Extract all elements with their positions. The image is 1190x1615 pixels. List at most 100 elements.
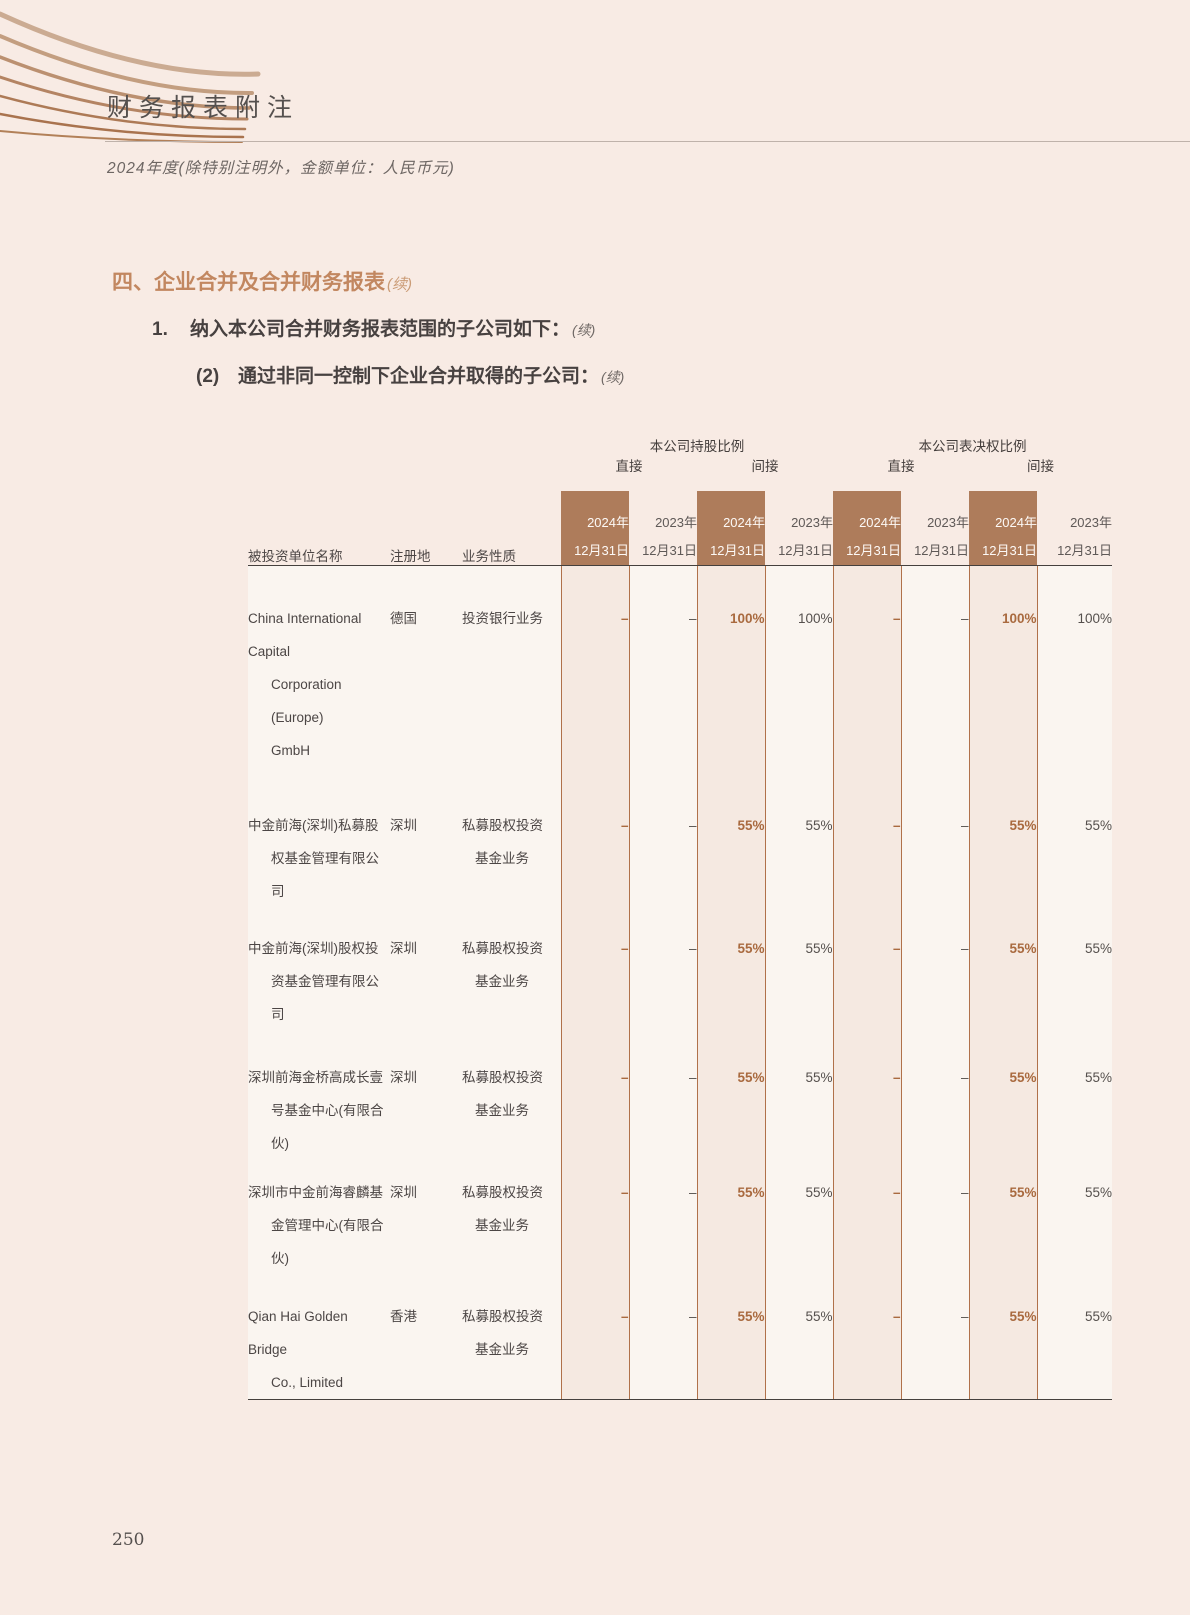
value-cell: 55% bbox=[1084, 940, 1112, 956]
registration-place: 深圳 bbox=[390, 1184, 417, 1200]
value-cell: 100% bbox=[968, 565, 1038, 767]
subheader-indirect: 间接 bbox=[751, 459, 779, 474]
subsection-heading: 1. 纳入本公司合并财务报表范围的子公司如下： (续) bbox=[152, 314, 595, 341]
value-cell: 100% bbox=[797, 610, 833, 626]
value-cell: – bbox=[832, 1165, 902, 1292]
value-cell: 55% bbox=[805, 817, 833, 833]
page-number: 250 bbox=[112, 1530, 145, 1550]
value-cell: 55% bbox=[968, 907, 1038, 1031]
col-header-investee: 被投资单位名称 bbox=[248, 491, 390, 566]
registration-place: 香港 bbox=[390, 1291, 462, 1400]
group-header-voting: 本公司表决权比例 bbox=[918, 439, 1027, 454]
value-cell: – bbox=[560, 907, 630, 1031]
registration-place: 深圳 bbox=[390, 1069, 417, 1085]
section-heading-continued: (续) bbox=[387, 276, 412, 293]
investee-name: China International Capital Corporation (… bbox=[248, 610, 362, 758]
value-cell: – bbox=[832, 907, 902, 1031]
value-cell: – bbox=[688, 1069, 697, 1085]
col-header-business: 业务性质 bbox=[462, 491, 561, 566]
value-cell: – bbox=[832, 1030, 902, 1166]
item-heading: (2) 通过非同一控制下企业合并取得的子公司： (续) bbox=[196, 361, 624, 388]
investee-name: 中金前海(深圳)私募股 权基金管理有限公司 bbox=[248, 817, 379, 899]
value-cell: 55% bbox=[696, 766, 766, 908]
date-header-2023: 2023年 12月31日 bbox=[629, 491, 697, 566]
registration-place: 深圳 bbox=[390, 817, 417, 833]
investee-name: 深圳前海金桥高成长壹 号基金中心(有限合 伙) bbox=[248, 1069, 384, 1151]
column-header-row: 被投资单位名称 注册地 业务性质 2024年 12月31日 2023年 12月31日… bbox=[248, 491, 1112, 566]
section-heading: 四、企业合并及合并财务报表 (续) bbox=[112, 266, 412, 296]
date-header-2023: 2023年 12月31日 bbox=[1037, 491, 1112, 566]
value-cell: – bbox=[688, 610, 697, 626]
table-row: 中金前海(深圳)私募股 权基金管理有限公司 深圳 私募股权投资 基金业务 – – 5… bbox=[248, 766, 1112, 908]
table-row: China International Capital Corporation (… bbox=[248, 565, 1112, 767]
value-cell: – bbox=[560, 1291, 630, 1400]
subheader-direct: 直接 bbox=[615, 459, 643, 474]
value-cell: 55% bbox=[1084, 1069, 1112, 1085]
value-cell: 100% bbox=[696, 565, 766, 767]
date-header-2024: 2024年 12月31日 bbox=[561, 491, 629, 566]
value-cell: 55% bbox=[696, 1291, 766, 1400]
business-nature: 私募股权投资 基金业务 bbox=[462, 940, 543, 989]
value-cell: 55% bbox=[1084, 817, 1112, 833]
group-header-shareholding: 本公司持股比例 bbox=[649, 439, 745, 454]
page-subtitle: 2024年度(除特别注明外，金额单位：人民币元) bbox=[107, 160, 455, 177]
value-cell: 55% bbox=[968, 766, 1038, 908]
value-cell: – bbox=[960, 1069, 969, 1085]
business-nature: 私募股权投资 基金业务 bbox=[462, 1069, 543, 1118]
business-nature: 私募股权投资 基金业务 bbox=[462, 1184, 543, 1233]
value-cell: – bbox=[832, 1291, 902, 1400]
item-heading-continued: (续) bbox=[601, 369, 625, 385]
investee-name: 中金前海(深圳)股权投 资基金管理有限公司 bbox=[248, 940, 379, 1022]
business-nature: 私募股权投资 基金业务 bbox=[462, 1291, 561, 1400]
value-cell: – bbox=[688, 1184, 697, 1200]
value-cell: 55% bbox=[805, 1069, 833, 1085]
item-number: (2) bbox=[196, 366, 220, 387]
value-cell: – bbox=[832, 766, 902, 908]
col-header-registration: 注册地 bbox=[390, 491, 462, 566]
business-nature: 投资银行业务 bbox=[462, 610, 543, 626]
value-cell: 55% bbox=[696, 1030, 766, 1166]
subgroup-header-row: 直接 间接 直接 间接 bbox=[248, 455, 1112, 491]
value-cell: – bbox=[832, 565, 902, 767]
decorative-arcs-icon bbox=[0, 11, 261, 143]
item-heading-text: 通过非同一控制下企业合并取得的子公司： bbox=[238, 366, 600, 387]
date-header-2024: 2024年 12月31日 bbox=[697, 491, 765, 566]
subsection-heading-continued: (续) bbox=[572, 322, 596, 338]
value-cell: 100% bbox=[1077, 610, 1112, 626]
value-cell: – bbox=[629, 1291, 697, 1400]
value-cell: 55% bbox=[968, 1165, 1038, 1292]
business-nature: 私募股权投资 基金业务 bbox=[462, 817, 543, 866]
table-row: Qian Hai Golden Bridge Co., Limited 香港 私募… bbox=[248, 1291, 1112, 1400]
table-row: 深圳市中金前海睿麟基 金管理中心(有限合 伙) 深圳 私募股权投资 基金业务 – – … bbox=[248, 1165, 1112, 1292]
header-divider bbox=[105, 141, 1190, 142]
value-cell: – bbox=[960, 817, 969, 833]
date-header-2023: 2023年 12月31日 bbox=[901, 491, 969, 566]
value-cell: 55% bbox=[968, 1030, 1038, 1166]
subheader-direct: 直接 bbox=[887, 459, 915, 474]
value-cell: – bbox=[960, 940, 969, 956]
value-cell: – bbox=[560, 1165, 630, 1292]
table-row: 中金前海(深圳)股权投 资基金管理有限公司 深圳 私募股权投资 基金业务 – – 5… bbox=[248, 907, 1112, 1031]
value-cell: 55% bbox=[805, 1184, 833, 1200]
value-cell: – bbox=[960, 1184, 969, 1200]
value-cell: 55% bbox=[805, 940, 833, 956]
date-header-2024: 2024年 12月31日 bbox=[969, 491, 1037, 566]
value-cell: 55% bbox=[1084, 1184, 1112, 1200]
date-header-2023: 2023年 12月31日 bbox=[765, 491, 833, 566]
table-row: 深圳前海金桥高成长壹 号基金中心(有限合 伙) 深圳 私募股权投资 基金业务 – – … bbox=[248, 1030, 1112, 1166]
value-cell: 55% bbox=[968, 1291, 1038, 1400]
section-heading-text: 四、企业合并及合并财务报表 bbox=[112, 271, 385, 294]
value-cell: – bbox=[688, 940, 697, 956]
registration-place: 德国 bbox=[390, 610, 417, 626]
subsidiaries-table: 本公司持股比例 本公司表决权比例 直接 间接 直接 间接 被投资单位名称 注册地… bbox=[248, 425, 1112, 1400]
value-cell: 55% bbox=[1037, 1291, 1112, 1400]
value-cell: – bbox=[560, 766, 630, 908]
value-cell: – bbox=[901, 1291, 969, 1400]
page-title: 财务报表附注 bbox=[107, 93, 300, 122]
value-cell: – bbox=[560, 1030, 630, 1166]
value-cell: 55% bbox=[696, 1165, 766, 1292]
subsection-number: 1. bbox=[152, 319, 168, 340]
group-header-row: 本公司持股比例 本公司表决权比例 bbox=[248, 425, 1112, 455]
registration-place: 深圳 bbox=[390, 940, 417, 956]
